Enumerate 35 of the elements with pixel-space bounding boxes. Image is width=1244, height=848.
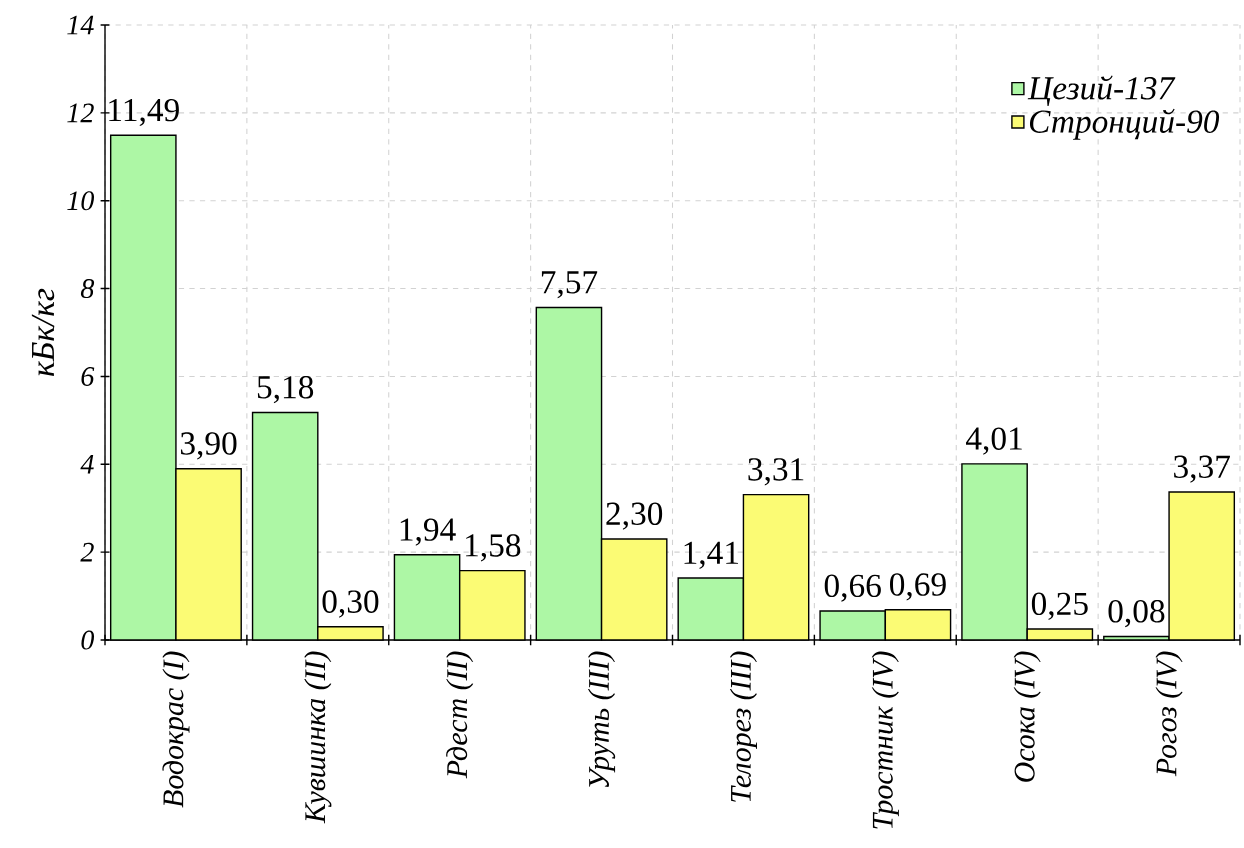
x-tick-label: Рдест (II) [446, 651, 474, 779]
data-label: 1,94 [400, 518, 456, 546]
y-tick-label: 14 [67, 15, 94, 35]
x-tick-label: Осока (IV) [1013, 651, 1041, 782]
data-label: 0,66 [824, 574, 881, 602]
y-tick-label: 0 [81, 630, 95, 650]
x-tick-label: Водокрас (I) [162, 651, 190, 808]
x-tick-label: Рогоз (IV) [1155, 651, 1183, 777]
data-label: 1,41 [684, 541, 739, 569]
data-label: 0,08 [1108, 600, 1165, 628]
legend-label: Цезий-137 [1027, 75, 1176, 106]
data-label: 3,37 [1174, 455, 1230, 483]
x-tick-label: Уруть (III) [587, 651, 616, 788]
data-label: 3,31 [748, 458, 804, 486]
x-tick-label: Кувшинка (II) [304, 651, 332, 824]
data-label: 1,58 [466, 534, 521, 562]
data-label: 2,30 [606, 502, 663, 530]
y-tick-label: 12 [67, 103, 94, 123]
data-label: 0,25 [1031, 592, 1088, 620]
legend-label: Стронций-90 [1029, 108, 1220, 140]
x-tick-label: Телорез (III) [729, 651, 757, 802]
data-label: 5,18 [257, 375, 314, 404]
data-label: 0,69 [890, 573, 946, 601]
y-tick-label: 8 [80, 279, 95, 299]
data-label: 11,49 [109, 98, 179, 127]
y-tick-label: 2 [80, 542, 94, 562]
y-tick-label: 6 [81, 367, 95, 386]
y-tick-label: 4 [80, 455, 94, 474]
data-label: 3,90 [180, 432, 237, 460]
y-axis-title: кБк/кг [31, 288, 55, 376]
data-label: 4,01 [966, 427, 1022, 455]
x-tick-label: Тростник (IV) [871, 651, 899, 829]
data-label: 0,30 [322, 590, 379, 618]
y-tick-label: 10 [67, 191, 95, 211]
data-label: 7,57 [541, 271, 598, 299]
